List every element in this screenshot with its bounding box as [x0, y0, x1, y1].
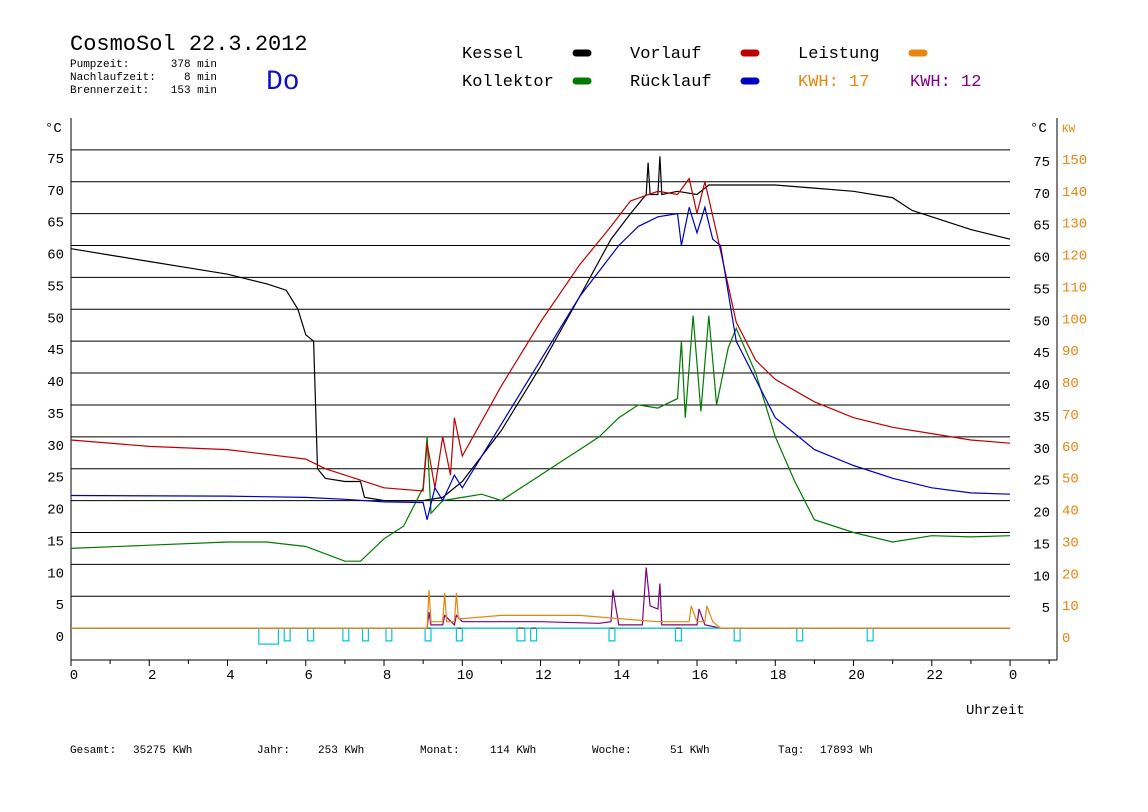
y2-tick-label: 130: [1062, 217, 1087, 233]
y2-axis-label: KW: [1062, 124, 1076, 136]
x-tick-label: 14: [613, 668, 630, 684]
y-tick-label: 40: [47, 375, 64, 391]
y2-tick-label: 40: [1062, 504, 1079, 520]
y-tick-label: 75: [47, 152, 64, 168]
y-tick-label: 0: [56, 630, 64, 646]
y-right-tick-label: 30: [1033, 442, 1050, 458]
y-tick-label: 30: [47, 439, 64, 455]
total-label: Gesamt:: [70, 745, 116, 757]
y2-tick-label: 140: [1062, 185, 1087, 201]
y-right-tick-label: 60: [1033, 251, 1050, 267]
y2-tick-label: 60: [1062, 440, 1079, 456]
info-value: 153 min: [171, 85, 217, 97]
x-tick-label: 10: [457, 668, 474, 684]
x-tick-label: 0: [70, 668, 78, 684]
info-label: Nachlaufzeit:: [70, 72, 156, 84]
y-tick-label: 20: [47, 503, 64, 519]
chart-title: CosmoSol 22.3.2012: [70, 32, 308, 57]
legend-label: Rücklauf: [630, 73, 712, 92]
y2-tick-label: 80: [1062, 376, 1079, 392]
y2-tick-label: 100: [1062, 312, 1087, 328]
trace-line: [71, 627, 1010, 645]
y2-tick-label: 110: [1062, 280, 1087, 296]
x-tick-label: 6: [305, 668, 313, 684]
series-line: [70, 177, 1011, 492]
legend-label: Kessel: [462, 45, 523, 64]
y-tick-label: 65: [47, 216, 64, 232]
total-label: Monat:: [420, 745, 460, 757]
y-right-tick-label: 20: [1033, 506, 1050, 522]
total-label: Tag:: [778, 745, 804, 757]
info-label: Pumpzeit:: [70, 59, 129, 71]
y-right-tick-label: 10: [1033, 569, 1050, 585]
y-tick-label: 70: [47, 184, 64, 200]
y2-tick-label: 50: [1062, 472, 1079, 488]
y2-tick-label: 90: [1062, 344, 1079, 360]
y-tick-label: 5: [56, 598, 64, 614]
trace-line: [71, 567, 1010, 629]
x-tick-label: 2: [148, 668, 156, 684]
total-value: 51 KWh: [670, 745, 710, 757]
kwh-label: KWH: 12: [910, 73, 981, 92]
y-right-tick-label: 70: [1033, 187, 1050, 203]
y-right-tick-label: 35: [1033, 410, 1050, 426]
y-right-tick-label: 65: [1033, 219, 1050, 235]
total-value: 35275 KWh: [133, 745, 192, 757]
kwh-label: KWH: 17: [798, 73, 869, 92]
info-value: 378 min: [171, 59, 217, 71]
x-tick-label: 16: [692, 668, 709, 684]
y-tick-label: 45: [47, 343, 64, 359]
y-right-tick-label: 45: [1033, 346, 1050, 362]
series-line: [71, 589, 1010, 629]
y2-tick-label: 150: [1062, 153, 1087, 169]
legend-label: Vorlauf: [630, 45, 701, 64]
legend-label: Leistung: [798, 45, 880, 64]
y-right-tick-label: 75: [1033, 155, 1050, 171]
y-tick-label: 10: [47, 566, 64, 582]
y-right-axis-label: °C: [1030, 121, 1047, 137]
y-tick-label: 35: [47, 407, 64, 423]
y-tick-label: 15: [47, 534, 64, 550]
y-right-tick-label: 40: [1033, 378, 1050, 394]
y2-tick-label: 0: [1062, 631, 1070, 647]
weekday: Do: [266, 67, 300, 98]
legend-label: Kollektor: [462, 73, 554, 92]
y-right-tick-label: 15: [1033, 537, 1050, 553]
x-tick-label: 20: [848, 668, 865, 684]
y-right-tick-label: 55: [1033, 282, 1050, 298]
y2-tick-label: 30: [1062, 535, 1079, 551]
series-line: [70, 205, 1011, 520]
x-tick-label: 0: [1009, 668, 1017, 684]
x-tick-label: 12: [535, 668, 552, 684]
y-right-tick-label: 5: [1042, 601, 1050, 617]
y-tick-label: 55: [47, 279, 64, 295]
y2-tick-label: 120: [1062, 249, 1087, 265]
total-label: Woche:: [592, 745, 632, 757]
y-right-tick-label: 50: [1033, 314, 1050, 330]
y-tick-label: 60: [47, 248, 64, 264]
x-tick-label: 18: [770, 668, 787, 684]
x-tick-label: 4: [226, 668, 234, 684]
total-value: 17893 Wh: [820, 745, 873, 757]
total-value: 114 KWh: [490, 745, 536, 757]
total-value: 253 KWh: [318, 745, 364, 757]
info-label: Brennerzeit:: [70, 85, 149, 97]
y2-tick-label: 10: [1062, 599, 1079, 615]
y-tick-label: 50: [47, 311, 64, 327]
x-tick-label: 8: [383, 668, 391, 684]
series-line: [70, 315, 1011, 562]
x-tick-label: 22: [926, 668, 943, 684]
y2-tick-label: 20: [1062, 567, 1079, 583]
x-axis-label: Uhrzeit: [966, 703, 1025, 719]
y-axis-label: °C: [45, 121, 62, 137]
y-right-tick-label: 25: [1033, 474, 1050, 490]
y-tick-label: 25: [47, 471, 64, 487]
y2-tick-label: 70: [1062, 408, 1079, 424]
total-label: Jahr:: [257, 745, 290, 757]
series-line: [70, 156, 1011, 502]
info-value: 8 min: [184, 72, 217, 84]
